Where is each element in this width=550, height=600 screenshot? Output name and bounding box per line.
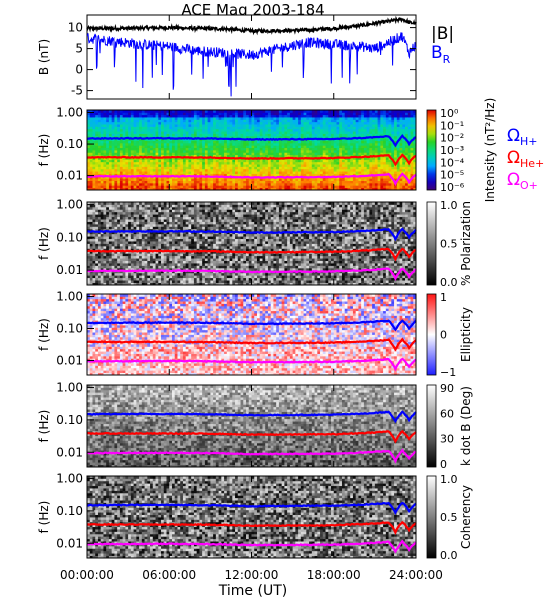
colorbar-tick-label: 1: [440, 291, 447, 304]
colorbar-tick-label: 0.5: [440, 238, 458, 251]
gyrofrequency-line-heplus: [86, 153, 417, 167]
y-tick-label: 1.00: [56, 290, 83, 304]
y-tick-label: 0.10: [56, 504, 83, 518]
colorbar-label: Intensity (nT²/Hz): [483, 98, 497, 203]
spectrogram-panel-1: 1.000.100.01f (Hz)10⁰10⁻¹10⁻²10⁻³10⁻⁴10⁻…: [37, 98, 497, 203]
colorbar-tick-label: 90: [440, 382, 454, 395]
series-b-total-line: [86, 15, 417, 36]
colorbar: [426, 475, 437, 559]
y-tick-label: -5: [71, 84, 83, 98]
freq-axis-label: f (Hz): [37, 410, 51, 443]
gyrofrequency-line-hplus: [86, 319, 417, 332]
colorbar-tick-label: 0.0: [440, 549, 458, 562]
time-axis: 00:00:00 06:00:00 12:00:00 18:00:00 24:00:00: [60, 15, 443, 582]
colorbar-label: Coherency: [459, 485, 473, 549]
legend-gyro-oplus: ΩO+: [507, 170, 538, 192]
colorbar-tick-label: 1.0: [440, 199, 458, 212]
gyrofrequency-line-heplus: [86, 520, 417, 536]
gyrofrequency-line-oplus: [87, 448, 417, 464]
colorbar-tick-label: 30: [440, 433, 454, 446]
colorbar-tick-label: 0: [440, 458, 447, 471]
magnetic-field-panel: 10 5 0 -5 B (nT) |B|BR: [37, 14, 454, 100]
x-tick-label: 00:00:00: [60, 568, 114, 582]
gyrofrequency-line-oplus: [86, 539, 417, 554]
x-tick-label: 12:00:00: [225, 568, 279, 582]
colorbar-tick-label: 10⁰: [440, 107, 459, 120]
gyrofrequency-line-heplus: [86, 247, 417, 262]
x-tick-label: 06:00:00: [142, 568, 196, 582]
spectrogram-panel-2: 1.00 0.10 0.01 f (Hz) 1.0 0.5 0.0% Polarizatio…: [37, 198, 473, 289]
series-b-radial-line: [86, 32, 417, 97]
gyrofrequency-line-hplus: [86, 133, 417, 148]
colorbar-tick-label: 10⁻⁶: [440, 181, 465, 194]
legend-gyro-hplus: ΩH+: [507, 126, 538, 148]
gyrofrequency-line-oplus: [86, 172, 417, 187]
y-tick-label: 0.10: [56, 230, 83, 244]
colorbar: [426, 293, 437, 376]
gyrofrequency-line-oplus: [86, 267, 417, 281]
spectrogram-panel-4: 1.00 0.10 0.01 f (Hz) 90 60 30 0 k dot B (Deg): [37, 381, 473, 471]
y-tick-label: 1.00: [56, 381, 83, 395]
y-tick-label: 0.01: [56, 536, 83, 550]
y-tick-label: 0.01: [56, 353, 83, 367]
colorbar: [426, 201, 437, 286]
spectrogram-cells: [87, 476, 417, 559]
y-tick-label: 1.00: [56, 105, 83, 119]
gyrofrequency-line-hplus: [87, 501, 417, 516]
colorbar-label: k dot B (Deg): [459, 386, 473, 466]
colorbar-label: % Polarization: [459, 201, 473, 286]
gyrofrequency-line-heplus: [86, 429, 417, 444]
y-tick-label: 0.01: [56, 169, 83, 183]
gyrofrequency-line-oplus: [86, 357, 417, 372]
spectrogram-cells: [87, 385, 417, 468]
y-tick-label: 0.01: [56, 445, 83, 459]
x-tick-label: 18:00:00: [307, 568, 361, 582]
spectrogram-cells: [87, 202, 417, 286]
gyrofrequency-line-heplus: [86, 337, 417, 352]
colorbar-tick-label: 10⁻⁴: [440, 156, 465, 169]
colorbar-tick-label: 10⁻⁵: [440, 169, 464, 182]
y-tick-label: 0.10: [56, 413, 83, 427]
freq-axis-label: f (Hz): [37, 501, 51, 534]
legend-b-radial: BR: [431, 43, 451, 66]
y-tick-label: 10: [68, 21, 83, 35]
colorbar-label: Ellipticity: [459, 307, 473, 362]
colorbar-tick-label: 0.5: [440, 511, 458, 524]
colorbar-tick-label: −1: [440, 366, 456, 379]
y-tick-label: 0.10: [56, 321, 83, 335]
legend-b-total: |B|: [431, 24, 454, 44]
gyrofrequency-line-hplus: [86, 227, 417, 242]
colorbar-tick-label: 10⁻³: [440, 144, 464, 157]
spectrogram-panels: 1.000.100.01f (Hz)10⁰10⁻¹10⁻²10⁻³10⁻⁴10⁻…: [37, 98, 544, 562]
legend-gyro-heplus: ΩHe+: [507, 148, 544, 170]
x-tick-label: 24:00:00: [389, 568, 443, 582]
freq-axis-label: f (Hz): [37, 318, 51, 351]
gyrofrequency-line-hplus: [87, 410, 417, 424]
y-tick-label: 0.01: [56, 263, 83, 277]
colorbar-tick-label: 1.0: [440, 473, 458, 486]
freq-axis-label: f (Hz): [37, 227, 51, 260]
y-tick-label: 1.00: [56, 472, 83, 486]
colorbar-tick-label: 0.0: [440, 276, 458, 289]
colorbar: [426, 109, 437, 191]
colorbar-tick-label: 60: [440, 407, 454, 420]
colorbar: [426, 384, 437, 468]
y-tick-label: 1.00: [56, 198, 83, 212]
x-axis-label: Time (UT): [218, 583, 287, 599]
colorbar-tick-label: 0: [440, 329, 447, 342]
freq-axis-label: f (Hz): [37, 134, 51, 167]
line-panel-ylabel: B (nT): [37, 39, 51, 75]
colorbar-tick-label: 10⁻¹: [440, 119, 464, 132]
colorbar-tick-label: 10⁻²: [440, 132, 464, 145]
y-tick-label: 0: [75, 63, 83, 77]
y-tick-label: 0.10: [56, 137, 83, 151]
y-tick-label: 5: [75, 42, 83, 56]
